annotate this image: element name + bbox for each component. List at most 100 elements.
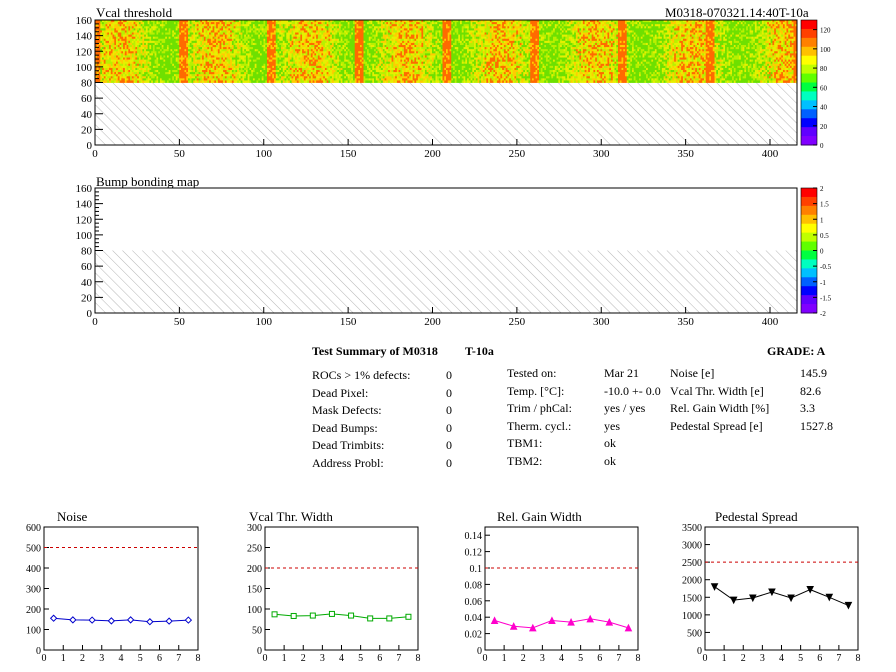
- data-point: [107, 617, 116, 625]
- data-point: [787, 594, 795, 603]
- data-point: [605, 618, 614, 626]
- x-tick-label: 100: [256, 316, 273, 328]
- x-tick-label: 2: [741, 653, 746, 664]
- y-tick-label: 0: [697, 646, 702, 657]
- y-tick-label: 2500: [682, 558, 702, 569]
- palette-band: [801, 82, 817, 92]
- x-tick-label: 1: [722, 653, 727, 664]
- palette-tick-label: 0.5: [820, 232, 829, 240]
- result-value: 3.3: [800, 401, 815, 415]
- data-point: [69, 616, 77, 624]
- data-point: [749, 594, 757, 603]
- y-tick-label: 20: [81, 124, 93, 136]
- data-point: [729, 596, 738, 605]
- x-tick-label: 200: [424, 148, 441, 160]
- y-tick-label: 0.08: [465, 580, 483, 591]
- data-point: [806, 586, 814, 594]
- x-tick-label: 0: [483, 653, 488, 664]
- x-tick-label: 0: [92, 148, 98, 160]
- x-tick-label: 250: [509, 316, 526, 328]
- palette-tick-label: 2: [820, 185, 824, 193]
- data-point: [405, 613, 412, 620]
- result-label: Noise [e]: [670, 366, 715, 380]
- condition-label: Therm. cycl.:: [507, 418, 572, 433]
- x-tick-label: 1: [502, 653, 507, 664]
- palette-tick-label: -2: [820, 310, 826, 318]
- y-tick-label: 20: [81, 292, 93, 304]
- x-tick-label: 400: [762, 316, 779, 328]
- x-tick-label: 7: [836, 653, 841, 664]
- x-tick-label: 4: [559, 653, 564, 664]
- condition-value: ok: [604, 453, 616, 468]
- y-tick-label: 40: [81, 109, 93, 121]
- palette-band: [801, 64, 817, 75]
- x-tick-label: 2: [301, 653, 306, 664]
- y-tick-label: 50: [252, 626, 262, 637]
- palette-band: [801, 91, 817, 101]
- x-tick-label: 0: [92, 316, 98, 328]
- vcal-width-chart: 0 50 100 150 200 250 300 0 1 2 3 4 5 6 7 8: [247, 523, 421, 664]
- x-tick-label: 1: [61, 653, 66, 664]
- palette-band: [801, 118, 817, 128]
- y-tick-label: 80: [81, 246, 93, 258]
- x-tick-label: 400: [762, 148, 779, 160]
- condition-label: Trim / phCal:: [507, 401, 572, 415]
- y-tick-label: 0.12: [465, 548, 483, 559]
- y-tick-label: 0.06: [465, 597, 483, 608]
- hatched-region: [95, 250, 797, 313]
- palette-band: [801, 196, 817, 207]
- y-tick-label: 0: [477, 646, 482, 657]
- y-tick-label: 0: [87, 308, 93, 320]
- x-tick-label: 6: [817, 653, 822, 664]
- palette-band: [801, 268, 817, 278]
- y-tick-label: 0.04: [465, 613, 483, 624]
- data-point: [271, 611, 278, 618]
- y-tick-label: 40: [81, 277, 93, 289]
- palette-band: [801, 205, 817, 216]
- data-point: [290, 612, 297, 619]
- hatched-region: [95, 82, 797, 145]
- y-tick-label: 500: [26, 544, 41, 555]
- x-tick-label: 150: [340, 316, 357, 328]
- palette-band: [801, 241, 817, 251]
- x-tick-label: 300: [593, 148, 610, 160]
- palette-band: [801, 223, 817, 234]
- y-tick-label: 140: [76, 31, 93, 43]
- palette-band: [801, 277, 817, 287]
- data-point: [529, 623, 537, 632]
- x-tick-label: 5: [138, 653, 143, 664]
- condition-label: Tested on:: [507, 366, 557, 380]
- palette-tick-label: 0: [820, 142, 824, 150]
- x-tick-label: 7: [616, 653, 621, 664]
- map2-title: Bump bonding map: [96, 174, 200, 189]
- x-tick-label: 4: [119, 653, 124, 664]
- palette-tick-label: 60: [820, 84, 828, 92]
- defect-label: Mask Defects:: [312, 403, 382, 417]
- x-tick-label: 250: [509, 148, 526, 160]
- x-tick-label: 4: [339, 653, 344, 664]
- gain-width-chart: 0 0.02 0.04 0.06 0.08 0.1 0.12 0.14 0 1 2 3 4 5 6 7 8: [465, 526, 641, 664]
- x-tick-label: 350: [677, 316, 694, 328]
- result-label: Pedestal Spread [e]: [670, 418, 763, 433]
- palette-tick-label: 1.5: [820, 201, 829, 209]
- data-point: [509, 622, 518, 630]
- x-tick-label: 1: [282, 653, 287, 664]
- y-tick-label: 600: [26, 523, 41, 534]
- palette-band: [801, 100, 817, 110]
- data-point: [386, 615, 393, 622]
- data-point: [844, 601, 853, 610]
- x-tick-label: 5: [798, 653, 803, 664]
- data-point: [328, 610, 335, 617]
- y-tick-label: 3000: [682, 541, 702, 552]
- x-tick-label: 100: [256, 148, 273, 160]
- y-tick-label: 100: [247, 605, 262, 616]
- palette-band: [801, 188, 817, 198]
- x-tick-label: 8: [196, 653, 201, 664]
- data-point: [567, 618, 575, 626]
- y-tick-label: 0: [36, 646, 41, 657]
- x-tick-label: 7: [396, 653, 401, 664]
- y-tick-label: 0.14: [465, 531, 483, 542]
- palette-tick-label: 100: [820, 46, 831, 54]
- condition-label: TBM2:: [507, 453, 543, 468]
